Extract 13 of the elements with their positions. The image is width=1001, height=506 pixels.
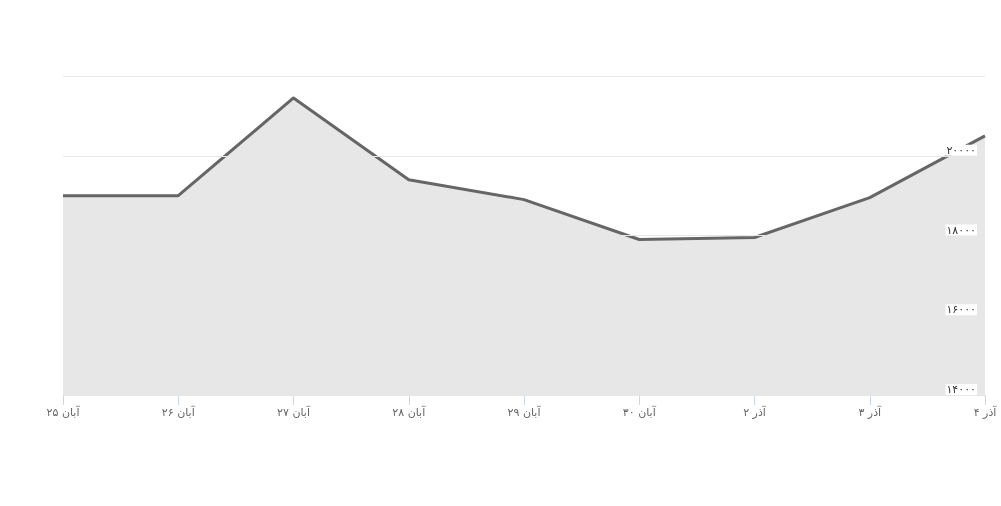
x-tick-label: آبان ۲۷ xyxy=(277,405,311,419)
x-tick-label: آبان ۳۰ xyxy=(622,405,657,419)
x-tick-label: آذر ۴ xyxy=(973,405,998,419)
x-tick-label: آبان ۲۸ xyxy=(392,405,427,419)
x-tick-label: آبان ۲۹ xyxy=(507,405,542,419)
x-tick-label: آبان ۲۵ xyxy=(46,405,81,419)
x-tick-label: آذر ۲ xyxy=(743,405,767,419)
y-tick-label: ۲۰۰۰۰ xyxy=(946,143,976,157)
x-tick-label: آبان ۲۶ xyxy=(161,405,196,419)
x-tick-label: آذر ۳ xyxy=(858,405,883,419)
y-tick-label: ۱۸۰۰۰ xyxy=(946,223,976,237)
y-tick-label: ۱۴۰۰۰ xyxy=(946,383,976,396)
y-tick-label: ۱۶۰۰۰ xyxy=(946,303,976,317)
